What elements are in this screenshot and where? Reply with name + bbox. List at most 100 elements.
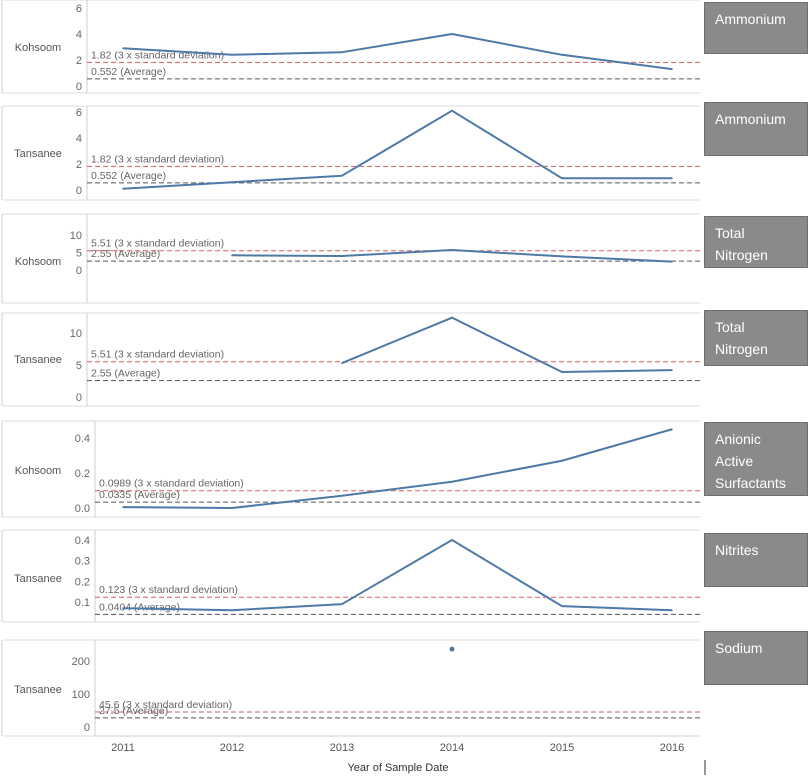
y-tick-label: 5 [76,360,82,372]
data-point [671,260,673,263]
data-point [561,459,563,462]
data-point [451,249,453,251]
data-point [561,177,563,180]
data-point [451,33,453,35]
x-tick-label: 2014 [440,742,464,754]
y-tick-label: 10 [70,328,82,340]
data-point [671,428,673,431]
average-reference-label: 0.0335 (Average) [99,489,180,501]
data-point [449,646,455,652]
y-tick-label: 0.2 [75,468,90,480]
std-reference-label: 1.82 (3 x standard deviation) [91,153,224,165]
row-label: Tansanee [14,684,62,696]
y-tick-label: 6 [76,107,82,119]
row-label: Kohsoom [15,256,61,268]
data-point [451,109,453,112]
panel-4: Tansanee 0 5 10 5.51 (3 x standard deviation… [1,312,700,407]
y-tick-label: 0 [76,81,82,93]
data-point [341,174,343,177]
y-tick-label: 0 [76,185,82,197]
data-point [451,316,453,319]
data-point [341,603,343,605]
std-reference-label: 0.123 (3 x standard deviation) [99,584,238,596]
panel-2: Tansanee 0 2 4 6 1.82 (3 x standard deviation… [1,105,700,201]
panel-5: Kohsoom 0.0 0.2 0.4 0.0989 (3 x standard dev… [1,420,700,518]
y-tick-label: 2 [76,159,82,171]
y-tick-label: 0.2 [75,576,90,588]
data-point [231,507,233,509]
panel-label-2: Ammonium [704,102,808,156]
panel-label-5: Anionic Active Surfactants [704,422,808,496]
data-point [341,255,343,257]
data-point [122,607,124,609]
data-point [231,54,233,56]
average-reference-label: 2.55 (Average) [91,248,160,260]
y-tick-label: 0.0 [75,503,90,515]
y-tick-label: 10 [70,230,82,242]
std-reference-label: 5.51 (3 x standard deviation) [91,238,224,250]
series-line [231,249,673,263]
row-label: Tansanee [14,354,62,366]
series-line [122,109,672,190]
y-tick-label: 0.1 [75,597,90,609]
average-reference-label: 0.0404 (Average) [99,601,180,613]
series-line [122,428,673,509]
data-point [671,177,673,180]
data-point [231,254,233,257]
y-tick-label: 100 [72,689,90,701]
average-reference-label: 2.55 (Average) [91,368,160,380]
data-point [231,181,233,183]
std-reference-label: 45.6 (3 x standard deviation) [99,699,232,711]
data-point [451,539,453,541]
data-point [561,255,563,258]
data-point [341,494,343,497]
row-label: Kohsoom [15,42,61,54]
row-label: Tansanee [14,573,62,585]
series-line [341,316,673,374]
data-point [231,609,233,612]
panel-7: Tansanee 0 100 200 45.6 (3 x standard deviat… [1,639,700,737]
y-tick-label: 0.3 [75,556,90,568]
data-point [122,47,124,50]
data-point [561,54,563,56]
y-tick-label: 0 [76,265,82,277]
data-point [561,605,563,607]
y-tick-label: 4 [76,133,82,145]
data-point [341,362,343,364]
data-point [341,51,343,53]
y-tick-label: 200 [72,656,90,668]
y-tick-label: 6 [76,3,82,15]
panel-label-4: Total Nitrogen [704,310,808,366]
data-point [671,68,673,70]
y-tick-label: 0 [76,392,82,404]
row-label: Tansanee [14,148,62,160]
data-point [122,187,124,190]
series-line [122,33,673,71]
data-point [671,369,673,371]
x-axis-title: Year of Sample Date [347,762,448,774]
panel-6: Tansanee 0.1 0.2 0.3 0.4 0.123 (3 x standard … [1,529,700,623]
panel-label-1: Ammonium [704,2,808,54]
x-tick-label: 2013 [330,742,354,754]
data-point [122,506,124,508]
panel-label-6: Nitrites [704,533,808,587]
y-tick-label: 4 [76,29,82,41]
std-reference-label: 5.51 (3 x standard deviation) [91,349,224,361]
panel-3: Kohsoom 0 5 10 5.51 (3 x standard deviation)… [1,213,700,304]
std-reference-label: 0.0989 (3 x standard deviation) [99,478,244,490]
panel-label-3: Total Nitrogen [704,216,808,268]
data-point [671,609,673,612]
panel-label-7: Sodium [704,631,808,685]
row-label: Kohsoom [15,465,61,477]
y-tick-label: 2 [76,55,82,67]
y-tick-label: 0.4 [75,535,90,547]
x-tick-label: 2011 [111,742,135,754]
x-tick-label: 2015 [550,742,574,754]
data-point [561,371,563,373]
average-reference-label: 0.552 (Average) [91,170,166,182]
average-reference-label: 27.5 (Average) [99,705,168,717]
y-tick-label: 5 [76,248,82,260]
y-tick-label: 0 [84,722,90,734]
